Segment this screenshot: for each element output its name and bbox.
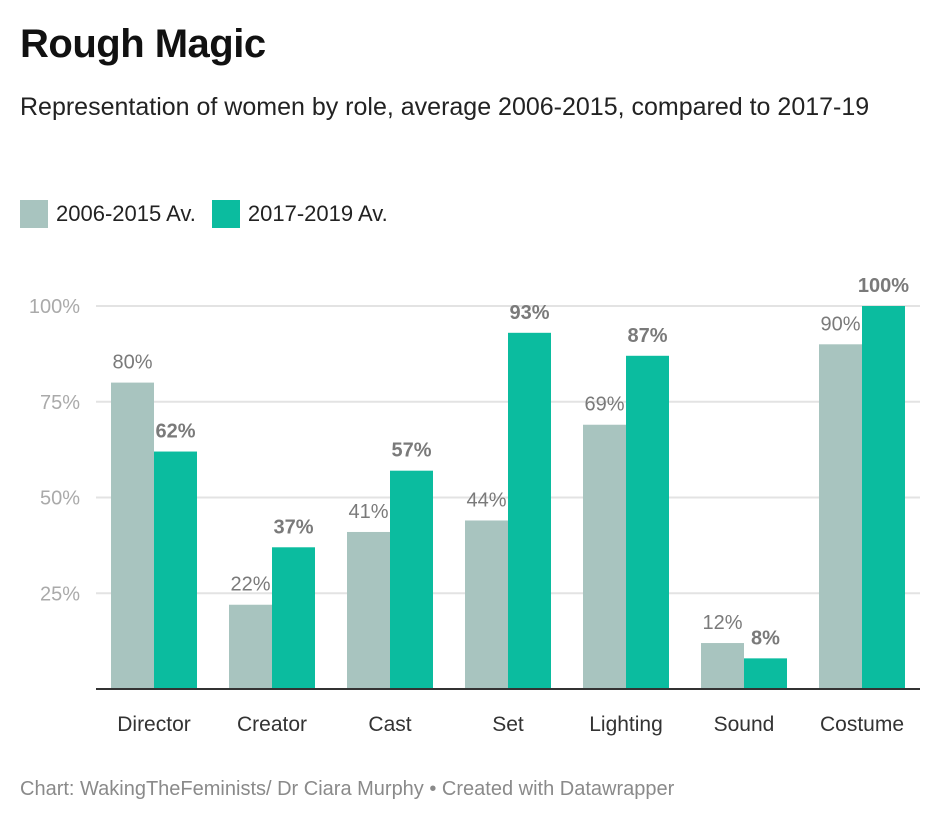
data-label: 87% xyxy=(627,325,667,347)
x-tick-label: Director xyxy=(117,713,191,736)
chart-subtitle: Representation of women by role, average… xyxy=(20,93,870,121)
data-label: 80% xyxy=(112,352,152,374)
legend: 2006-2015 Av. 2017-2019 Av. xyxy=(20,200,388,228)
data-label: 90% xyxy=(820,313,860,335)
data-label: 44% xyxy=(466,489,506,511)
data-label: 37% xyxy=(273,516,313,538)
bar-creator-2017-2019 xyxy=(272,547,315,689)
y-tick-label: 75% xyxy=(40,392,80,414)
data-label: 100% xyxy=(858,275,909,297)
y-tick-label: 100% xyxy=(29,296,80,318)
bar-sound-2017-2019 xyxy=(744,658,787,689)
data-label: 8% xyxy=(751,627,780,649)
bar-cast-2017-2019 xyxy=(390,470,433,689)
legend-item-2006-2015: 2006-2015 Av. xyxy=(20,200,196,228)
bar-director-2006-2015 xyxy=(111,382,154,689)
legend-label: 2006-2015 Av. xyxy=(56,201,196,226)
data-label: 62% xyxy=(155,421,195,443)
y-tick-label: 25% xyxy=(40,583,80,605)
footer-credit: Chart: WakingTheFeminists/ Dr Ciara Murp… xyxy=(20,778,675,800)
y-tick-label: 50% xyxy=(40,488,80,510)
bar-costume-2006-2015 xyxy=(819,344,862,689)
bar-lighting-2017-2019 xyxy=(626,355,669,689)
bar-cast-2006-2015 xyxy=(347,531,390,689)
bar-set-2017-2019 xyxy=(508,332,551,689)
legend-item-2017-2019: 2017-2019 Av. xyxy=(211,200,388,228)
legend-label: 2017-2019 Av. xyxy=(247,201,388,226)
data-label: 22% xyxy=(230,574,270,596)
x-tick-label: Lighting xyxy=(589,713,663,736)
x-tick-label: Sound xyxy=(714,713,775,736)
data-label: 12% xyxy=(702,612,742,634)
data-label: 57% xyxy=(391,440,431,462)
x-tick-label: Set xyxy=(492,713,524,736)
bar-creator-2006-2015 xyxy=(229,604,272,689)
legend-swatch xyxy=(20,200,48,228)
x-tick-label: Cast xyxy=(368,713,411,736)
chart-title: Rough Magic xyxy=(20,22,266,66)
bar-lighting-2006-2015 xyxy=(583,424,626,689)
x-tick-label: Creator xyxy=(237,713,307,736)
bar-costume-2017-2019 xyxy=(862,306,905,689)
data-label: 41% xyxy=(348,501,388,523)
data-label: 93% xyxy=(509,302,549,324)
x-tick-label: Costume xyxy=(820,713,904,736)
data-label: 69% xyxy=(584,394,624,416)
legend-swatch xyxy=(211,200,240,228)
bar-set-2006-2015 xyxy=(465,520,508,689)
bar-sound-2006-2015 xyxy=(701,643,744,689)
bar-director-2017-2019 xyxy=(154,451,197,689)
